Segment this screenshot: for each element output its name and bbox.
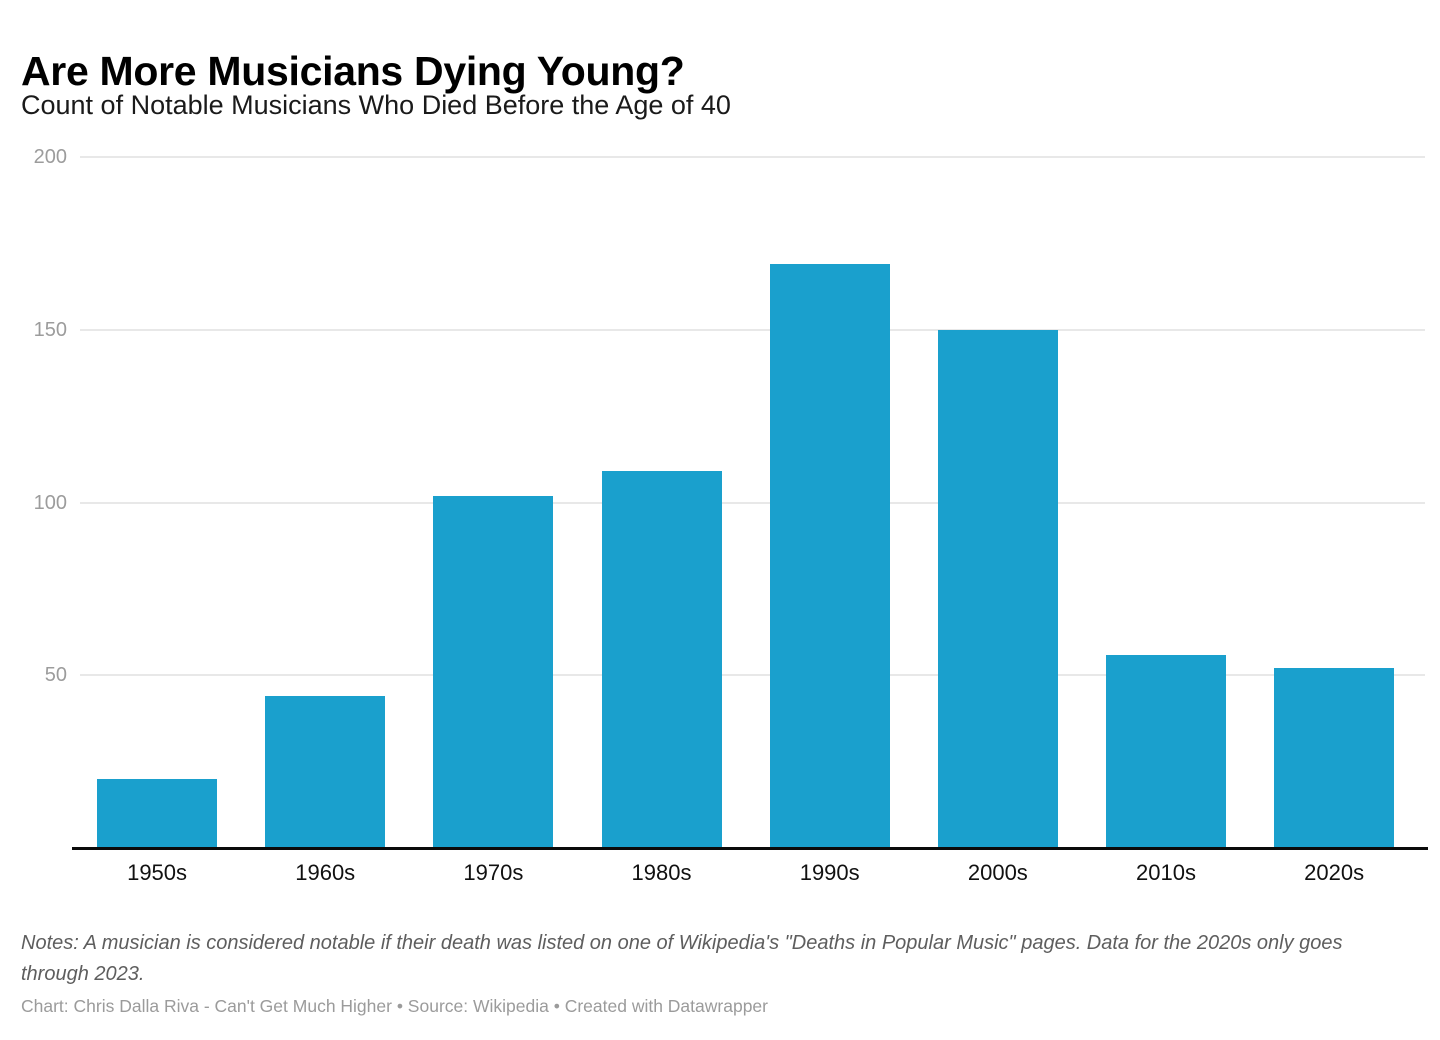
x-axis-label-2020s: 2020s [1304,860,1365,885]
y-axis-label-100: 100 [33,491,67,514]
bar-2010s[interactable] [1106,654,1226,848]
bar-2000s[interactable] [937,329,1058,848]
x-axis-label-1960s: 1960s [295,860,356,885]
gridline-100 [80,501,1425,504]
x-axis-label-1990s: 1990s [799,860,860,885]
x-axis-label-1950s: 1950s [127,860,188,885]
y-axis-label-200: 200 [33,146,67,168]
gridline-50 [80,674,1425,677]
bar-1980s[interactable] [601,471,722,848]
x-axis-baseline [72,847,1428,850]
gridline-150 [80,328,1425,331]
chart-subtitle: Count of Notable Musicians Who Died Befo… [21,90,731,120]
x-axis-label-1980s: 1980s [631,860,692,885]
bar-1950s[interactable] [97,778,218,848]
bar-1960s[interactable] [265,695,386,848]
x-axis-label-2000s: 2000s [967,860,1028,885]
bar-1990s[interactable] [769,264,890,848]
bar-1970s[interactable] [433,495,554,848]
gridline-200 [80,156,1425,158]
x-axis-label-1970s: 1970s [463,860,524,885]
chart-title: Are More Musicians Dying Young? [21,48,685,95]
y-axis-label-50: 50 [44,664,67,687]
y-axis-label-150: 150 [33,318,67,341]
chart-notes: Notes: A musician is considered notable … [21,932,1343,985]
bar-2020s[interactable] [1274,668,1395,848]
chart-credit: Chart: Chris Dalla Riva - Can't Get Much… [21,996,768,1016]
x-axis-label-2010s: 2010s [1136,860,1196,885]
plot-area: 50 100 150 200 1950s 1960s 1970s 1980s 1990s 2000… [34,146,1425,885]
